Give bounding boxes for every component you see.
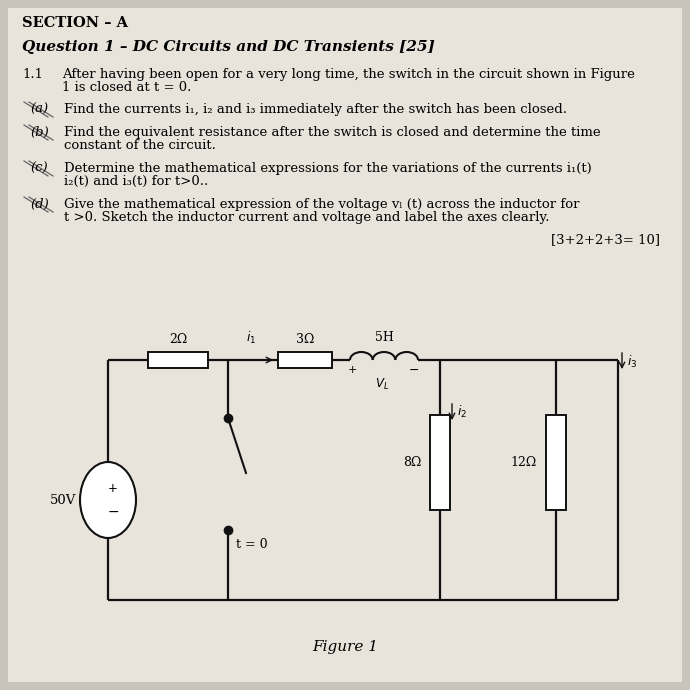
Ellipse shape bbox=[80, 462, 136, 538]
Text: −: − bbox=[107, 505, 119, 519]
Text: (a): (a) bbox=[30, 103, 48, 116]
Text: $i_3$: $i_3$ bbox=[627, 354, 638, 370]
Bar bbox=[148, 352, 208, 368]
Text: 50V: 50V bbox=[50, 493, 76, 506]
Text: $i_2$: $i_2$ bbox=[457, 404, 467, 420]
Text: Give the mathematical expression of the voltage vₗ (t) across the inductor for: Give the mathematical expression of the … bbox=[64, 198, 580, 211]
Text: Find the equivalent resistance after the switch is closed and determine the time: Find the equivalent resistance after the… bbox=[64, 126, 600, 139]
Text: Figure 1: Figure 1 bbox=[312, 640, 378, 654]
Text: 12Ω: 12Ω bbox=[511, 456, 537, 469]
Bar bbox=[430, 415, 450, 510]
Text: i₂(t) and i₃(t) for t>0..: i₂(t) and i₃(t) for t>0.. bbox=[64, 175, 208, 188]
Text: SECTION – A: SECTION – A bbox=[22, 16, 128, 30]
Text: (c): (c) bbox=[30, 162, 48, 175]
Text: 1.1: 1.1 bbox=[22, 68, 43, 81]
Text: Determine the mathematical expressions for the variations of the currents i₁(t): Determine the mathematical expressions f… bbox=[64, 162, 592, 175]
Text: Question 1 – DC Circuits and DC Transients [25]: Question 1 – DC Circuits and DC Transien… bbox=[22, 40, 435, 54]
Text: +: + bbox=[108, 482, 118, 495]
Text: 5H: 5H bbox=[375, 331, 393, 344]
Text: t >0. Sketch the inductor current and voltage and label the axes clearly.: t >0. Sketch the inductor current and vo… bbox=[64, 211, 549, 224]
Text: 2Ω: 2Ω bbox=[169, 333, 187, 346]
Text: Find the currents i₁, i₂ and i₃ immediately after the switch has been closed.: Find the currents i₁, i₂ and i₃ immediat… bbox=[64, 103, 567, 116]
Bar bbox=[546, 415, 566, 510]
Text: −: − bbox=[408, 364, 420, 377]
Text: $V_L$: $V_L$ bbox=[375, 377, 389, 391]
Text: 1 is closed at t = 0.: 1 is closed at t = 0. bbox=[62, 81, 191, 94]
Text: +: + bbox=[347, 365, 357, 375]
Text: After having been open for a very long time, the switch in the circuit shown in : After having been open for a very long t… bbox=[62, 68, 635, 81]
Bar bbox=[278, 352, 332, 368]
Text: constant of the circuit.: constant of the circuit. bbox=[64, 139, 216, 152]
Text: t = 0: t = 0 bbox=[236, 538, 268, 551]
Text: [3+2+2+3= 10]: [3+2+2+3= 10] bbox=[551, 233, 660, 246]
Text: (b): (b) bbox=[30, 126, 49, 139]
Text: $i_1$: $i_1$ bbox=[246, 330, 256, 346]
Text: 3Ω: 3Ω bbox=[296, 333, 314, 346]
Text: 8Ω: 8Ω bbox=[403, 456, 421, 469]
Text: (d): (d) bbox=[30, 198, 49, 211]
